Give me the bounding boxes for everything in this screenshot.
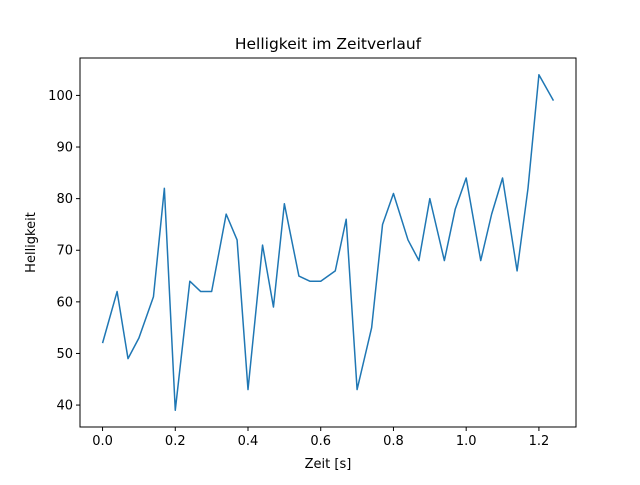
chart-title: Helligkeit im Zeitverlauf <box>235 35 422 53</box>
y-tick-label: 90 <box>56 141 73 156</box>
x-tick-label: 1.0 <box>456 434 477 449</box>
x-tick-label: 0.2 <box>165 434 186 449</box>
y-tick-label: 40 <box>56 399 73 414</box>
y-tick-label: 50 <box>56 347 73 362</box>
x-tick-label: 0.4 <box>238 434 259 449</box>
y-tick-label: 70 <box>56 244 73 259</box>
y-tick-label: 80 <box>56 192 73 207</box>
y-axis-label: Helligkeit <box>24 212 39 273</box>
x-tick-label: 0.6 <box>310 434 331 449</box>
x-axis-label: Zeit [s] <box>305 457 352 472</box>
x-tick-label: 0.8 <box>383 434 404 449</box>
y-tick-label: 100 <box>48 89 73 104</box>
y-tick-label: 60 <box>56 295 73 310</box>
x-tick-label: 1.2 <box>529 434 550 449</box>
x-tick-label: 0.0 <box>92 434 113 449</box>
